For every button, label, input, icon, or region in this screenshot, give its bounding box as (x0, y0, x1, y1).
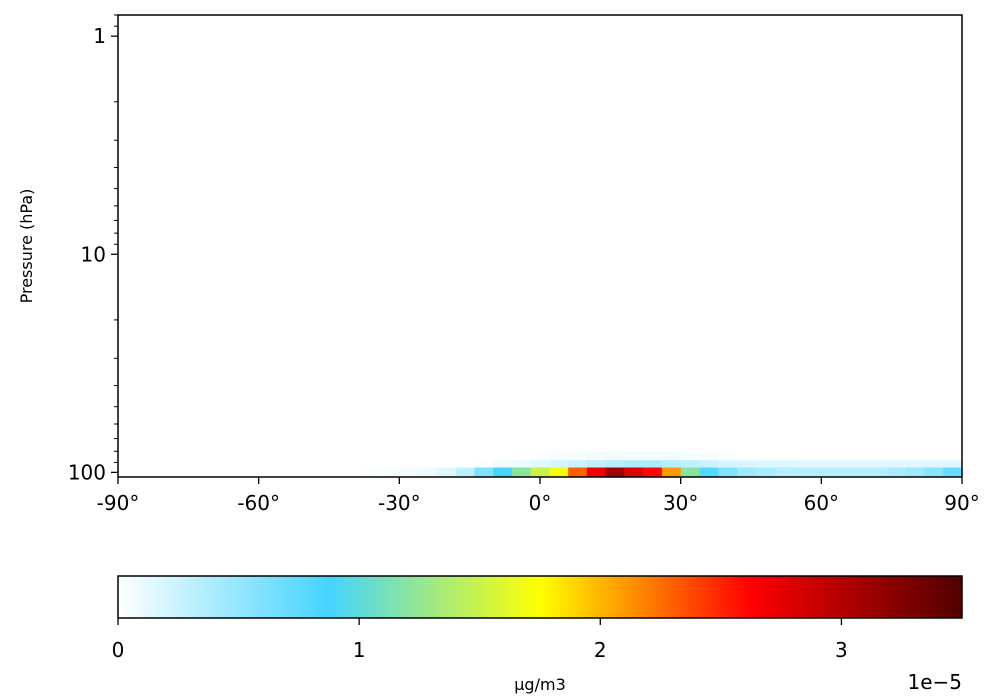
heatmap-cell (605, 467, 625, 477)
heatmap-cell (849, 460, 869, 468)
heatmap-cell (380, 467, 400, 477)
heatmap-cell (811, 467, 832, 477)
heatmap-cell (399, 467, 419, 477)
colorbar-tick-label: 1 (353, 638, 366, 662)
heatmap-cell (568, 460, 588, 468)
heatmap-cell (474, 467, 494, 477)
heatmap-cell (643, 460, 663, 468)
heatmap-cell (624, 467, 644, 477)
heatmap-cell (418, 467, 438, 477)
x-tick-label: 30° (663, 491, 698, 515)
x-tick-label: -90° (97, 491, 140, 515)
x-tick-label: 60° (804, 491, 839, 515)
heatmap-cell (886, 460, 907, 468)
x-tick-label: 90° (944, 491, 979, 515)
heatmap (361, 451, 963, 477)
x-tick-label: 0° (529, 491, 552, 515)
heatmap-cell (755, 460, 775, 468)
heatmap-cell (493, 460, 513, 468)
heatmap-cell (530, 451, 550, 461)
heatmap-cell (474, 460, 494, 468)
heatmap-cell (568, 451, 588, 461)
heatmap-cell (755, 467, 775, 477)
heatmap-cell (943, 467, 963, 477)
heatmap-cell (643, 467, 663, 477)
heatmap-cell (624, 460, 644, 468)
colorbar-tick-label: 2 (594, 638, 607, 662)
colorbar-gradient (117, 575, 963, 619)
heatmap-cell (549, 460, 569, 468)
heatmap-cell (793, 460, 813, 468)
heatmap-cell (549, 451, 569, 461)
heatmap-cell (774, 460, 794, 468)
heatmap-cell (568, 467, 588, 477)
heatmap-cell (924, 460, 944, 468)
heatmap-cell (718, 467, 738, 477)
heatmap-cell (680, 460, 700, 468)
colorbar: 0 1 2 3 µg/m3 1e−5 (112, 575, 963, 694)
heatmap-cell (680, 451, 700, 461)
heatmap-cell (830, 460, 850, 468)
heatmap-cell (849, 467, 869, 477)
heatmap-cell (586, 451, 607, 461)
heatmap-cell (624, 451, 644, 461)
heatmap-cell (774, 467, 794, 477)
heatmap-cell (718, 460, 738, 468)
heatmap-cell (661, 460, 682, 468)
heatmap-cell (680, 467, 700, 477)
y-axis: 1 10 100 (68, 14, 118, 484)
heatmap-cell (361, 467, 381, 477)
heatmap-cell (943, 460, 963, 468)
x-tick-label: -60° (237, 491, 280, 515)
heatmap-cell (549, 467, 569, 477)
heatmap-cell (455, 467, 475, 477)
heatmap-cell (905, 467, 925, 477)
heatmap-cell (699, 451, 719, 461)
heatmap-cell (661, 467, 682, 477)
heatmap-cell (905, 460, 925, 468)
x-tick-label: -30° (378, 491, 421, 515)
colorbar-tick-label: 3 (835, 638, 848, 662)
plot-frame (117, 14, 963, 478)
heatmap-cell (886, 467, 907, 477)
x-axis: -90° -60° -30° 0° 30° 60° 90° (97, 477, 980, 515)
colorbar-offset-text: 1e−5 (907, 670, 962, 694)
heatmap-cell (605, 460, 625, 468)
heatmap-cell (661, 451, 682, 461)
heatmap-cell (643, 451, 663, 461)
colorbar-tick-label: 0 (112, 638, 125, 662)
heatmap-cell (586, 467, 607, 477)
heatmap-cell (436, 467, 456, 477)
heatmap-cell (868, 467, 888, 477)
heatmap-cell (718, 451, 738, 461)
heatmap-cell (830, 467, 850, 477)
heatmap-cell (793, 467, 813, 477)
heatmap-cell (699, 467, 719, 477)
heatmap-cell (736, 460, 757, 468)
y-tick-label: 1 (93, 24, 106, 48)
heatmap-cell (511, 460, 532, 468)
heatmap-cell (530, 460, 550, 468)
y-axis-label: Pressure (hPa) (17, 189, 36, 304)
heatmap-cell (511, 467, 532, 477)
y-tick-label: 100 (68, 460, 106, 484)
heatmap-cell (530, 467, 550, 477)
heatmap-cell (924, 467, 944, 477)
heatmap-cell (605, 451, 625, 461)
heatmap-cell (586, 460, 607, 468)
heatmap-cell (699, 460, 719, 468)
heatmap-cell (493, 467, 513, 477)
heatmap-cell (736, 467, 757, 477)
colorbar-ticks: 0 1 2 3 (112, 618, 848, 662)
heatmap-cell (811, 460, 832, 468)
heatmap-cell (868, 460, 888, 468)
colorbar-label: µg/m3 (514, 675, 566, 694)
y-tick-label: 10 (81, 242, 106, 266)
